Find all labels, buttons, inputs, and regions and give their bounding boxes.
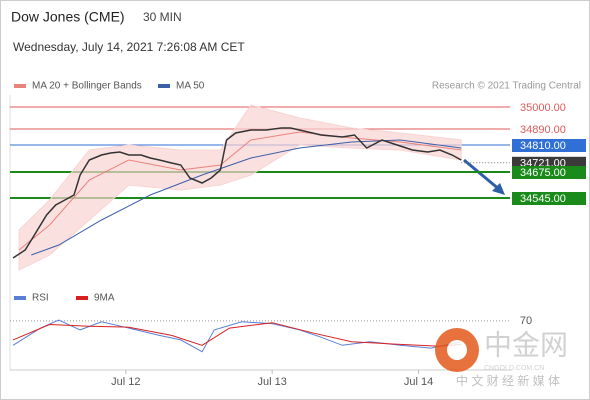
credit: Research © 2021 Trading Central xyxy=(432,81,581,92)
legend-swatch xyxy=(14,84,26,88)
x-tick-label: Jul 13 xyxy=(258,376,287,388)
legend-label: 9MA xyxy=(94,293,115,304)
level-label: 34890.00 xyxy=(520,124,566,136)
series-line xyxy=(31,139,462,256)
level-box xyxy=(512,192,586,205)
x-tick-label: Jul 12 xyxy=(111,376,140,388)
watermark-site: CNGOLD.COM.CN xyxy=(484,365,544,372)
level-box xyxy=(512,166,586,179)
x-tick-label: Jul 14 xyxy=(404,376,433,388)
forecast-arrow xyxy=(463,158,501,192)
interval: 30 MIN xyxy=(143,10,182,24)
forecast-arrowhead xyxy=(492,183,505,195)
title: Dow Jones (CME) xyxy=(11,9,125,25)
watermark-brand: 中金网 xyxy=(484,329,568,360)
date: Wednesday, July 14, 2021 7:26:08 AM CET xyxy=(13,40,245,54)
series-line xyxy=(18,131,462,251)
level-label: 35000.00 xyxy=(520,102,566,114)
legend-label: MA 50 xyxy=(176,81,205,92)
level-label: 34810.00 xyxy=(520,140,566,152)
level-label: 34675.00 xyxy=(520,167,566,179)
level-label: 34545.00 xyxy=(520,193,566,205)
legend-label: RSI xyxy=(32,293,49,304)
level-box xyxy=(512,139,586,152)
watermark-logo-inner xyxy=(447,340,467,360)
series-line xyxy=(12,322,462,347)
legend-label: MA 20 + Bollinger Bands xyxy=(32,81,142,92)
watermark-slogan: 中 文 财 经 新 媒 体 xyxy=(456,373,560,388)
watermark: 中金网 CNGOLD.COM.CN 中 文 财 经 新 媒 体 xyxy=(435,328,568,388)
price-line xyxy=(12,127,462,259)
series-line xyxy=(12,319,462,353)
legend-swatch xyxy=(14,296,26,300)
legend-swatch xyxy=(76,296,88,300)
y-tick-label: 70 xyxy=(520,315,532,327)
legend-swatch xyxy=(158,84,170,88)
